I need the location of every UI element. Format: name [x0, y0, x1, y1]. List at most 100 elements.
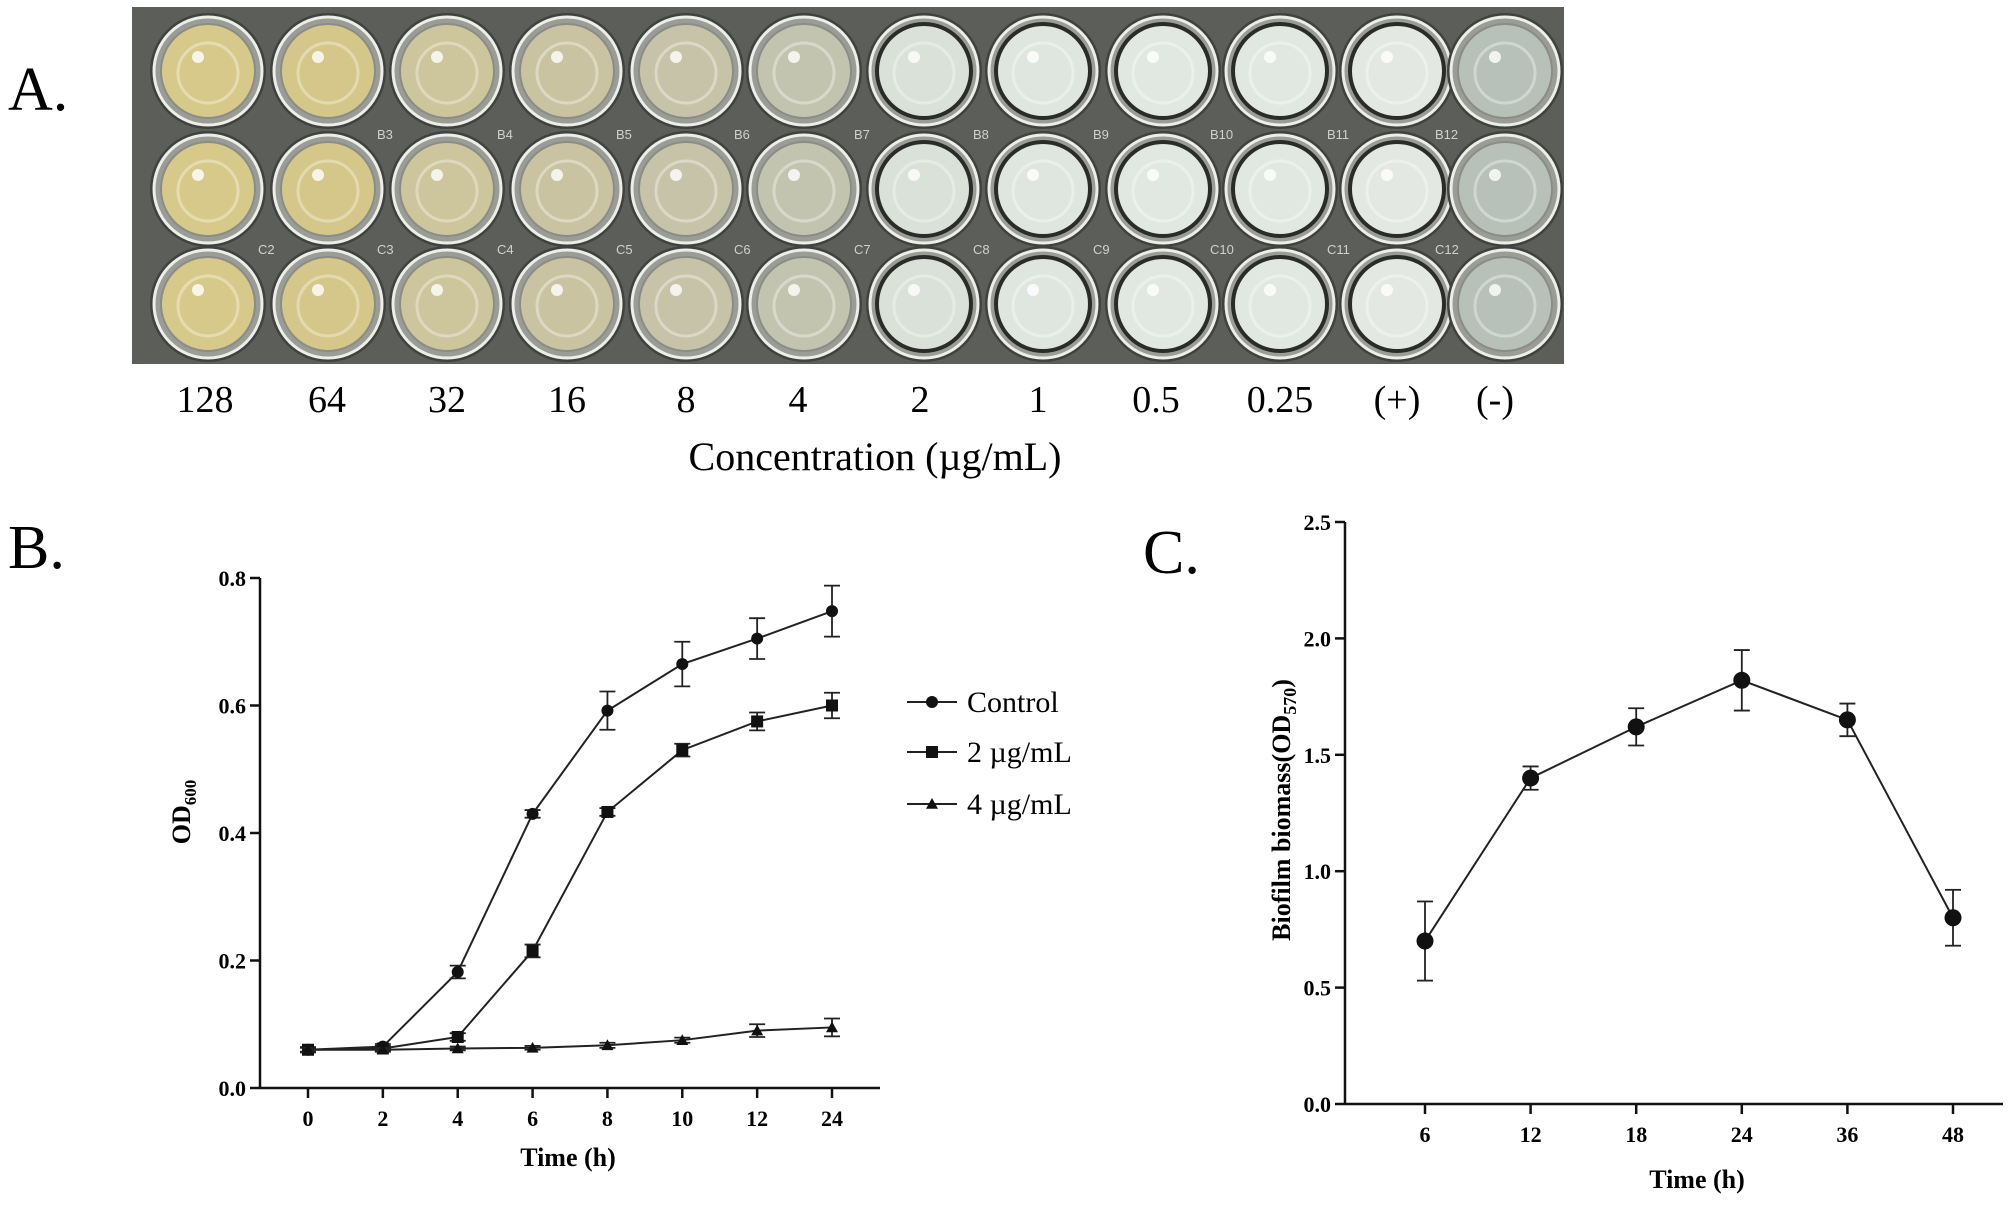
well-liquid: [994, 22, 1092, 120]
well: B10: [1210, 127, 1338, 247]
circle-marker: [526, 807, 539, 820]
well-highlight: [1264, 284, 1276, 296]
well-meniscus: [176, 41, 240, 105]
well-highlight: [1264, 51, 1276, 63]
well: C3: [377, 242, 505, 362]
well-code-label: B12: [1435, 127, 1458, 142]
well: C10: [1210, 242, 1338, 362]
well-meniscus: [1248, 274, 1312, 338]
well: C8: [973, 242, 1101, 362]
well-meniscus: [654, 274, 718, 338]
well-meniscus: [415, 159, 479, 223]
well-code-label: C8: [973, 242, 990, 257]
well-highlight: [551, 51, 563, 63]
well-liquid: [1114, 255, 1212, 353]
well: [150, 131, 266, 247]
concentration-label: (+): [1374, 379, 1421, 421]
well-liquid: [160, 256, 256, 352]
well-meniscus: [535, 159, 599, 223]
y-tick-label: 0.2: [219, 949, 247, 974]
triangle-marker: [376, 1043, 389, 1055]
legend-label: 4 µg/mL: [967, 788, 1072, 821]
concentration-labels: 128 64 32 16 8 4 2 1 0.5 0.25 (+) (-): [177, 379, 1514, 421]
square-marker: [751, 715, 764, 728]
well: B8: [973, 127, 1101, 247]
well-code-label: C6: [734, 242, 751, 257]
well-code-label: C10: [1210, 242, 1234, 257]
well-liquid: [160, 23, 256, 119]
well: C11: [1327, 242, 1455, 362]
well-meniscus: [296, 274, 360, 338]
well-meniscus: [654, 159, 718, 223]
well-liquid: [1348, 22, 1446, 120]
well: [985, 13, 1101, 129]
chart-b-x-axis-title: Time (h): [520, 1143, 616, 1172]
well: [746, 13, 862, 129]
well-plate-photo: B3 B4 B5 B6 B7 B8 B9 B10 B11 B12 C2 C3 C4 C5 C6 C7 C8 C9 C…: [132, 7, 1564, 364]
well-liquid: [160, 141, 256, 237]
well: C12: [1435, 242, 1563, 362]
well-code-label: C11: [1327, 242, 1350, 257]
well: [389, 13, 505, 129]
well-liquid: [399, 23, 495, 119]
well-liquid: [399, 256, 495, 352]
well-meniscus: [1473, 274, 1537, 338]
well-meniscus: [1365, 274, 1429, 338]
square-marker: [676, 744, 689, 757]
well-highlight: [1027, 51, 1039, 63]
panel-label-c: C.: [1143, 519, 1200, 587]
triangle-marker: [751, 1024, 764, 1036]
well-code-label: B8: [973, 127, 989, 142]
well-highlight: [908, 284, 920, 296]
well: C6: [734, 242, 862, 362]
well-liquid: [1231, 140, 1329, 238]
well-code-label: C4: [497, 242, 514, 257]
well-meniscus: [296, 41, 360, 105]
y-tick-label: 0.8: [219, 566, 247, 591]
x-tick-label: 36: [1836, 1122, 1858, 1147]
concentration-label: 0.5: [1132, 379, 1180, 421]
well-liquid: [1231, 22, 1329, 120]
well-highlight: [1264, 169, 1276, 181]
concentration-label: 128: [177, 379, 234, 421]
well-liquid: [1457, 141, 1553, 237]
triangle-marker: [676, 1034, 689, 1045]
well-meniscus: [1131, 274, 1195, 338]
y-tick-label: 0.0: [219, 1076, 247, 1101]
concentration-label: 16: [548, 379, 586, 421]
well-highlight: [1027, 169, 1039, 181]
concentration-label: 32: [428, 379, 466, 421]
well: [270, 131, 386, 247]
well-liquid: [1114, 140, 1212, 238]
triangle-marker: [302, 1043, 314, 1055]
well-liquid: [756, 141, 852, 237]
well: [866, 13, 982, 129]
x-tick-label: 48: [1942, 1122, 1964, 1147]
series-line: [307, 704, 833, 1051]
x-tick-label: 6: [1420, 1122, 1431, 1147]
concentration-label: 8: [677, 379, 696, 421]
well-liquid: [280, 23, 376, 119]
circle-marker: [1416, 932, 1434, 950]
concentration-axis-title: Concentration (µg/mL): [689, 434, 1062, 479]
well-highlight: [431, 284, 443, 296]
well-highlight: [192, 284, 204, 296]
square-marker: [601, 805, 614, 818]
well-liquid: [756, 23, 852, 119]
well-highlight: [1489, 51, 1501, 63]
well-meniscus: [176, 159, 240, 223]
chart-c-y-axis-title: Biofilm biomass(OD570): [1267, 679, 1300, 941]
well-highlight: [431, 169, 443, 181]
circle-marker: [826, 605, 838, 618]
concentration-label: 1: [1029, 379, 1048, 421]
well-highlight: [1147, 51, 1159, 63]
circle-marker: [1627, 718, 1645, 736]
well-meniscus: [892, 159, 956, 223]
series-line: [307, 610, 833, 1051]
square-marker: [926, 746, 938, 758]
circle-marker: [601, 704, 614, 717]
well-meniscus: [1365, 41, 1429, 105]
well-meniscus: [1473, 159, 1537, 223]
chart-c-biofilm: 0.0 0.5 1.0 1.5 2.0 2.5 6 12 18 24 36 48: [1304, 510, 2003, 1147]
